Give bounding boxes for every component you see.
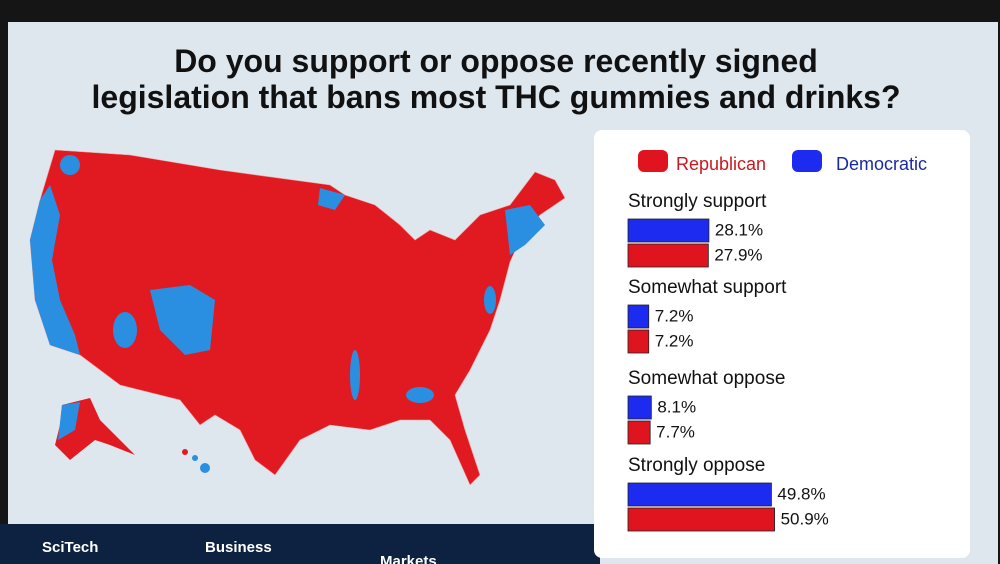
value-label: 28.1% — [715, 220, 763, 239]
legend-icon — [792, 150, 822, 172]
bar — [627, 304, 650, 329]
value-label: 7.2% — [655, 306, 694, 325]
category-label: Somewhat oppose — [628, 368, 785, 389]
map-region-blue — [318, 188, 345, 210]
ticker-item[interactable]: SciTech — [42, 539, 98, 556]
chart-panel: Republican Democratic Strongly support 28.1… — [627, 150, 927, 532]
category-label: Strongly support — [628, 191, 767, 212]
map-region-blue — [150, 285, 215, 355]
map-hawaii — [200, 463, 210, 473]
map-region-blue — [505, 205, 545, 255]
value-label: 8.1% — [657, 397, 696, 416]
map-region-blue — [30, 185, 80, 355]
ticker-item[interactable]: Business — [205, 539, 272, 556]
title: Do you support or oppose recently signed… — [92, 43, 901, 115]
bar — [627, 218, 710, 243]
map-region-blue — [58, 402, 80, 440]
bar — [627, 395, 652, 420]
value-label: 7.7% — [656, 422, 695, 441]
category-label: Strongly oppose — [628, 455, 765, 476]
ticker: SciTech Business Markets — [42, 539, 437, 564]
bar — [627, 329, 650, 354]
map-hawaii — [192, 455, 198, 461]
map-region-blue — [60, 155, 80, 175]
bar — [627, 243, 709, 268]
value-label: 50.9% — [781, 509, 829, 528]
map-region-blue — [113, 312, 137, 348]
value-label: 7.2% — [655, 331, 694, 350]
map-land — [29, 149, 566, 486]
bar — [627, 507, 775, 532]
chart-title: Do you support or oppose recently signed… — [92, 43, 901, 115]
bar — [627, 482, 772, 507]
map-region-blue — [406, 387, 434, 403]
legend-label: Republican — [676, 154, 766, 174]
us-map — [29, 149, 566, 486]
map-region-blue — [484, 286, 496, 314]
legend-icon — [638, 150, 668, 172]
map-hawaii — [182, 449, 188, 455]
category-label: Somewhat support — [628, 277, 787, 298]
ticker-item[interactable]: Markets — [380, 553, 437, 564]
value-label: 49.8% — [777, 484, 825, 503]
ticker-bar — [0, 524, 600, 564]
legend-label: Democratic — [836, 154, 927, 174]
map-region-blue — [350, 350, 360, 400]
bar — [627, 420, 651, 445]
value-label: 27.9% — [714, 245, 762, 264]
